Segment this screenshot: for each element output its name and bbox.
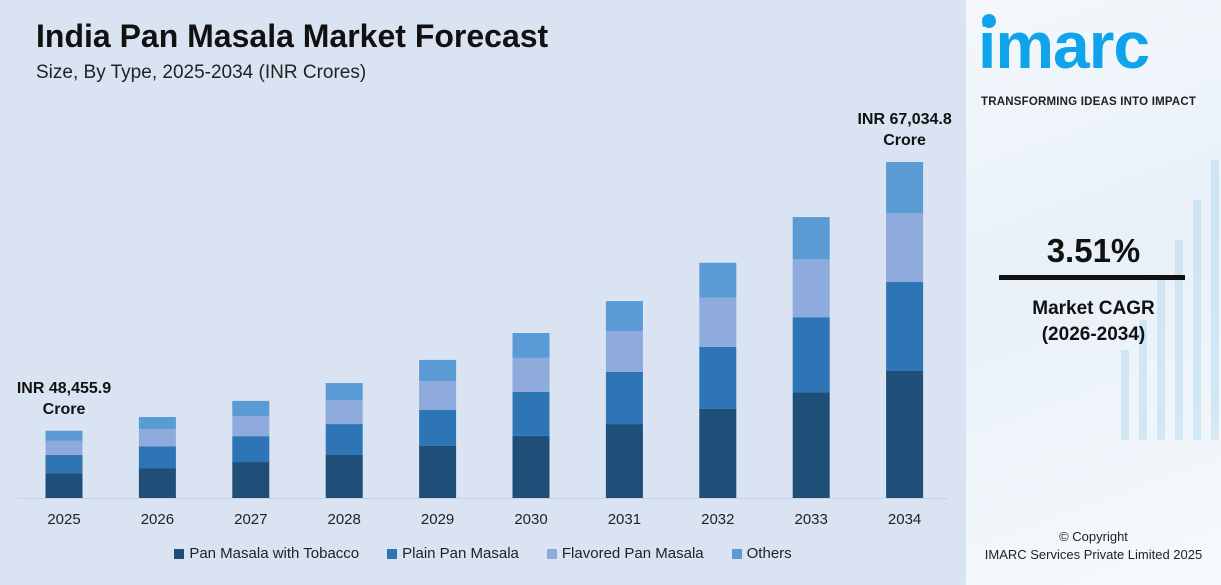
x-tick-label: 2030 — [514, 511, 547, 528]
bar-segment-2025-2 — [45, 440, 83, 455]
bar-segment-2033-2 — [792, 259, 830, 318]
cagr-label: Market CAGR — [1032, 298, 1155, 319]
bar-segment-2031-1 — [605, 372, 643, 425]
bar-segment-2029-3 — [419, 359, 457, 382]
bar-segment-2026-2 — [138, 429, 176, 447]
bar-segment-2030-1 — [512, 391, 550, 436]
bar-segment-2034-3 — [886, 162, 924, 214]
imarc-logo: imarc — [978, 8, 1150, 82]
bar-segment-2032-3 — [699, 262, 737, 298]
bar-segment-2025-0 — [45, 473, 83, 498]
bar-segment-2033-1 — [792, 317, 830, 393]
x-tick-label: 2027 — [234, 511, 267, 528]
bar-segment-2032-1 — [699, 346, 737, 409]
bar-segment-2033-0 — [792, 392, 830, 498]
bar-segment-2028-3 — [325, 383, 363, 401]
total-annotation-2034: Crore — [883, 132, 926, 149]
x-tick-label: 2026 — [141, 511, 174, 528]
bar-segment-2031-3 — [605, 301, 643, 332]
bar-segment-2026-3 — [138, 417, 176, 430]
bar-segment-2025-1 — [45, 454, 83, 474]
bar-segment-2029-2 — [419, 381, 457, 410]
legend-label: Pan Masala with Tobacco — [189, 545, 360, 562]
x-tick-label: 2031 — [608, 511, 641, 528]
legend: Pan Masala with Tobacco Plain Pan Masala F… — [0, 545, 966, 562]
bar-segment-2028-1 — [325, 424, 363, 455]
chart-subtitle: Size, By Type, 2025-2034 (INR Crores) — [36, 62, 367, 83]
cagr-period: (2026-2034) — [1041, 324, 1146, 345]
total-annotation-2025: INR 48,455.9 — [17, 380, 111, 397]
legend-label: Flavored Pan Masala — [561, 545, 704, 562]
legend-label: Others — [746, 545, 792, 562]
chart-panel: India Pan Masala Market Forecast Size, B… — [0, 18, 966, 562]
copyright: © Copyright — [1059, 529, 1128, 544]
bar-segment-2028-2 — [325, 400, 363, 425]
bar-segment-2033-3 — [792, 217, 830, 260]
legend-item: Plain Pan Masala — [387, 545, 519, 562]
bar-segment-2027-2 — [232, 416, 270, 437]
x-tick-label: 2034 — [888, 511, 921, 528]
cagr-value: 3.51% — [1046, 232, 1141, 269]
legend-label: Plain Pan Masala — [402, 545, 519, 562]
legend-item: Others — [731, 545, 792, 562]
background-chart-decoration — [1121, 160, 1219, 440]
bar-segment-2034-2 — [886, 213, 924, 282]
total-annotation-2034: INR 67,034.8 — [857, 111, 951, 128]
bar-segment-2029-1 — [419, 409, 457, 446]
legend-swatch — [546, 548, 557, 559]
bar-segment-2026-1 — [138, 446, 176, 469]
bar-segment-2027-0 — [232, 462, 270, 498]
bar-segment-2026-0 — [138, 468, 176, 498]
cagr-divider — [999, 275, 1185, 280]
x-tick-label: 2033 — [795, 511, 828, 528]
bar-segment-2032-0 — [699, 408, 737, 498]
tagline: TRANSFORMING IDEAS INTO IMPACT — [981, 96, 1197, 108]
x-tick-label: 2028 — [328, 511, 361, 528]
bar-segment-2034-1 — [886, 281, 924, 371]
logo-dot — [982, 14, 996, 28]
legend-item: Flavored Pan Masala — [546, 545, 704, 562]
legend-swatch — [174, 548, 185, 559]
cagr-label-block: Market CAGR (2026-2034) — [966, 296, 1221, 348]
bar-segment-2025-3 — [45, 430, 83, 441]
sidebar-panel: imarc TRANSFORMING IDEAS INTO IMPACT 3.5… — [966, 0, 1221, 585]
company-name: IMARC Services Private Limited 2025 — [984, 547, 1203, 562]
bar-segment-2030-2 — [512, 357, 550, 392]
x-tick-label: 2029 — [421, 511, 454, 528]
total-annotation-2025: Crore — [43, 401, 86, 418]
bar-segment-2031-2 — [605, 331, 643, 372]
x-tick-label: 2032 — [701, 511, 734, 528]
bar-segment-2032-2 — [699, 297, 737, 347]
bar-segment-2028-0 — [325, 454, 363, 498]
bar-segment-2034-0 — [886, 370, 924, 498]
bar-segment-2029-0 — [419, 445, 457, 498]
bar-segment-2027-3 — [232, 400, 270, 417]
x-tick-label: 2025 — [47, 511, 80, 528]
legend-swatch — [387, 548, 398, 559]
legend-item: Pan Masala with Tobacco — [174, 545, 359, 562]
bar-segment-2030-3 — [512, 333, 550, 358]
legend-swatch — [731, 548, 742, 559]
stacked-bar-chart: 2025 2026 2027 2028 2029 2030 2031 2032 2033 2034… — [17, 111, 952, 528]
chart-title: India Pan Masala Market Forecast — [36, 18, 549, 54]
bar-segment-2027-1 — [232, 436, 270, 463]
bar-segment-2030-0 — [512, 435, 550, 498]
bar-segment-2031-0 — [605, 424, 643, 498]
